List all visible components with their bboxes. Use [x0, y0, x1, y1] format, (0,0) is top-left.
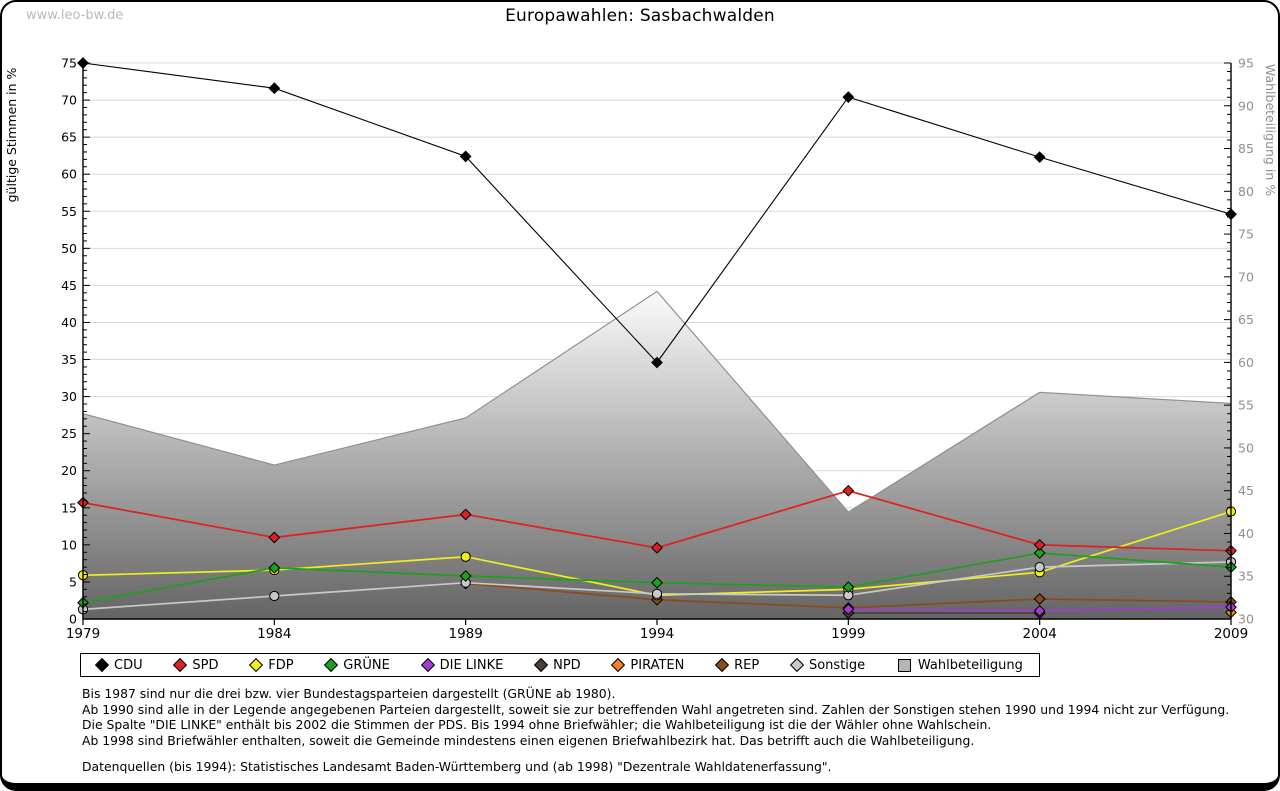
fdp-legend-marker-icon: [249, 657, 264, 673]
svg-text:15: 15: [61, 500, 77, 515]
svg-text:35: 35: [61, 352, 77, 367]
svg-text:55: 55: [1238, 398, 1254, 413]
npd-legend-marker-icon: [534, 657, 549, 673]
svg-text:2009: 2009: [1214, 626, 1248, 642]
svg-text:50: 50: [61, 241, 77, 256]
legend-label: FDP: [268, 657, 294, 673]
x-axis: 1979 1984 1989 1994 1999 2004 2009: [66, 619, 1248, 642]
line-cdu: [77, 57, 1237, 369]
svg-text:1979: 1979: [66, 626, 100, 642]
y-axis-right: 30 35 40 45 50 55 60 65 70 75 80 85 90 95: [1224, 56, 1254, 627]
legend-item-wahlbeteiligung: Wahlbeteiligung: [897, 657, 1023, 673]
footnote-line: Ab 1998 sind Briefwähler enthalten, sowe…: [82, 732, 975, 748]
line-die-linke: [842, 601, 1237, 617]
data-source-note: Datenquellen (bis 1994): Statistisches L…: [82, 759, 832, 775]
svg-text:65: 65: [61, 130, 77, 145]
legend-item-cdu: CDU: [94, 657, 143, 673]
svg-text:20: 20: [61, 463, 77, 478]
svg-text:0: 0: [69, 612, 77, 627]
legend-label: NPD: [553, 657, 581, 673]
svg-text:85: 85: [1238, 141, 1254, 156]
svg-text:45: 45: [1238, 483, 1254, 498]
grüne-legend-marker-icon: [324, 657, 339, 673]
legend-item-fdp: FDP: [249, 657, 294, 673]
svg-text:50: 50: [1238, 440, 1254, 455]
svg-text:10: 10: [61, 537, 77, 552]
legend-item-die-linke: DIE LINKE: [420, 657, 504, 673]
svg-text:35: 35: [1238, 569, 1254, 584]
legend-label: PIRATEN: [630, 657, 685, 673]
legend-label: REP: [734, 657, 760, 673]
svg-text:80: 80: [1238, 184, 1254, 199]
svg-text:55: 55: [61, 204, 77, 219]
legend-label: Wahlbeteiligung: [917, 657, 1023, 673]
svg-text:70: 70: [61, 93, 77, 108]
legend-item-sonstige: Sonstige: [789, 657, 866, 673]
svg-text:75: 75: [1238, 227, 1254, 242]
footnote-line: Bis 1987 sind nur die drei bzw. vier Bun…: [82, 686, 616, 701]
svg-text:95: 95: [1238, 56, 1254, 71]
svg-text:2004: 2004: [1022, 626, 1056, 642]
chart-title: Europawahlen: Sasbachwalden: [505, 6, 775, 26]
svg-text:1999: 1999: [831, 626, 865, 642]
svg-text:30: 30: [61, 389, 77, 404]
y-axis-left: 0 5 10 15 20 25 30 35 40 45 50 55 60 65 70 75: [61, 56, 90, 627]
sonstige-legend-marker-icon: [789, 657, 805, 673]
svg-text:60: 60: [1238, 355, 1254, 370]
legend-item-grüne: GRÜNE: [324, 657, 390, 673]
legend-label: CDU: [114, 657, 143, 673]
die-linke-legend-marker-icon: [420, 657, 435, 673]
legend-item-rep: REP: [715, 657, 760, 673]
svg-text:40: 40: [1238, 526, 1254, 541]
svg-text:30: 30: [1238, 612, 1254, 627]
legend-label: Sonstige: [808, 657, 866, 673]
footnote-line: Ab 1990 sind alle in der Legende angegeb…: [82, 701, 1230, 717]
legend-item-npd: NPD: [534, 657, 581, 673]
piraten-legend-marker-icon: [611, 657, 626, 673]
svg-text:45: 45: [61, 278, 77, 293]
wahlbeteiligung-legend-marker-icon: [897, 658, 911, 672]
svg-text:60: 60: [61, 167, 77, 182]
line-spd: [77, 484, 1237, 557]
svg-text:25: 25: [61, 426, 77, 441]
cdu-legend-marker-icon: [94, 657, 110, 673]
svg-text:75: 75: [61, 56, 77, 71]
svg-text:90: 90: [1238, 98, 1254, 113]
svg-text:5: 5: [69, 574, 77, 589]
legend-label: SPD: [192, 657, 219, 673]
footnote-line: Die Spalte "DIE LINKE" enthält bis 2002 …: [82, 717, 992, 733]
svg-text:65: 65: [1238, 312, 1254, 327]
svg-text:1994: 1994: [640, 626, 674, 642]
chart-legend: CDU SPD FDP GRÜNE DIE LINKE NPD PIRATEN REP Sons…: [80, 653, 1040, 677]
svg-text:1989: 1989: [448, 626, 482, 642]
rep-legend-marker-icon: [715, 657, 730, 673]
spd-legend-marker-icon: [173, 657, 188, 673]
legend-item-spd: SPD: [173, 657, 219, 673]
legend-label: DIE LINKE: [439, 657, 504, 673]
svg-text:1984: 1984: [257, 626, 291, 642]
legend-item-piraten: PIRATEN: [611, 657, 685, 673]
election-chart: 0 5 10 15 20 25 30 35 40 45 50 55 60 65 70 75 30 35 40 45 50…: [4, 56, 1278, 643]
footnotes: Bis 1987 sind nur die drei bzw. vier Bun…: [82, 686, 1229, 775]
svg-text:40: 40: [61, 315, 77, 330]
watermark: www.leo-bw.de: [26, 8, 124, 23]
left-axis-label: gültige Stimmen in %: [4, 67, 19, 202]
right-axis-label: Wahlbeteiligung in %: [1263, 64, 1278, 196]
svg-text:70: 70: [1238, 269, 1254, 284]
legend-label: GRÜNE: [343, 657, 390, 673]
